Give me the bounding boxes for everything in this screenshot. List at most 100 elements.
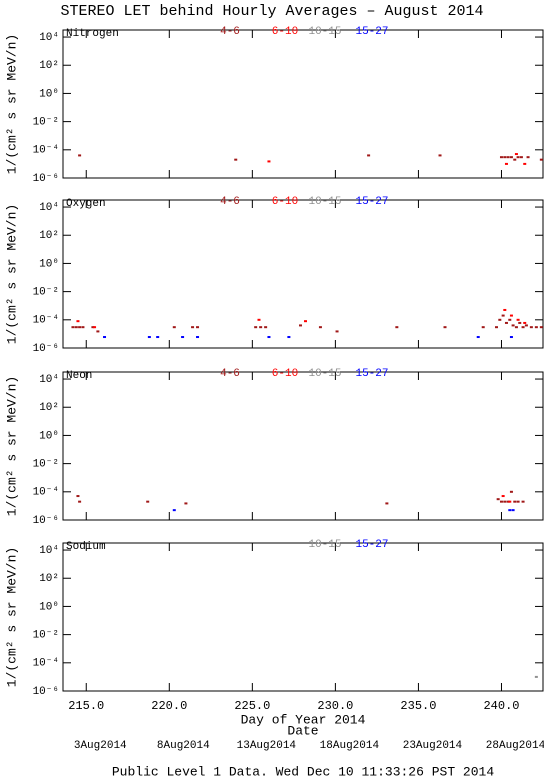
data-point <box>521 326 525 329</box>
data-point <box>514 153 518 156</box>
data-point <box>499 500 503 503</box>
data-point <box>299 324 303 327</box>
data-point <box>521 500 525 503</box>
data-point <box>96 330 100 333</box>
data-point <box>196 326 200 329</box>
data-point <box>503 500 507 503</box>
data-point <box>508 318 512 321</box>
data-point <box>181 336 185 339</box>
data-point <box>367 154 371 157</box>
legend-entry: 15-27 <box>355 196 388 208</box>
x-tick-label: 230.0 <box>317 699 353 713</box>
data-point <box>496 498 500 501</box>
legend-entry: 15-27 <box>355 539 388 551</box>
data-point <box>519 156 523 159</box>
data-point <box>287 336 291 339</box>
date-tick-label: 8Aug2014 <box>157 740 210 752</box>
data-point <box>259 326 263 329</box>
data-point <box>534 675 538 678</box>
y-tick-label: 10⁴ <box>39 374 59 386</box>
y-tick-label: 10⁴ <box>39 32 59 44</box>
data-point <box>504 162 508 165</box>
data-point <box>172 509 176 512</box>
data-point <box>184 502 188 505</box>
data-point <box>335 330 339 333</box>
x-tick-label: 220.0 <box>151 699 187 713</box>
y-tick-label: 10⁻⁴ <box>33 658 59 670</box>
date-tick-label: 18Aug2014 <box>320 740 380 752</box>
data-point <box>78 326 82 329</box>
y-tick-label: 10² <box>39 402 59 414</box>
x-tick-label: 235.0 <box>400 699 436 713</box>
data-point <box>511 509 515 512</box>
legend-entry: 6-10 <box>272 26 298 38</box>
data-point <box>516 500 520 503</box>
data-point <box>264 326 268 329</box>
data-point <box>506 500 510 503</box>
y-tick-label: 10⁰ <box>39 258 59 270</box>
footer: Public Level 1 Data. Wed Dec 10 11:33:26… <box>112 764 494 779</box>
x-tick-label: 215.0 <box>68 699 104 713</box>
data-point <box>156 336 160 339</box>
legend-entry: 15-27 <box>355 26 388 38</box>
legend-entry: 10-15 <box>308 196 341 208</box>
data-point <box>303 320 307 323</box>
y-axis-label: 1/(cm² s sr MeV/n) <box>4 204 19 344</box>
data-point <box>506 156 510 159</box>
data-point <box>494 326 498 329</box>
y-tick-label: 10⁻² <box>33 117 59 129</box>
data-point <box>81 326 85 329</box>
plot-frame <box>62 371 544 521</box>
y-tick-label: 10⁻² <box>33 459 59 471</box>
legend-entry: 6-10 <box>272 368 298 380</box>
data-point <box>395 326 399 329</box>
data-point <box>172 326 176 329</box>
data-point <box>103 336 107 339</box>
legend-entry: 10-15 <box>308 26 341 38</box>
data-point <box>147 336 151 339</box>
data-point <box>529 326 533 329</box>
legend-entry: 15-27 <box>355 368 388 380</box>
data-point <box>539 158 543 161</box>
data-point <box>503 308 507 311</box>
y-tick-label: 10⁻⁴ <box>33 487 59 499</box>
y-axis-label: 1/(cm² s sr MeV/n) <box>4 376 19 516</box>
data-point <box>518 321 522 324</box>
y-tick-label: 10⁰ <box>39 430 59 442</box>
y-tick-label: 10⁰ <box>39 88 59 100</box>
data-point <box>523 162 527 165</box>
panel-title: Nitrogen <box>66 28 119 40</box>
legend-entry: 4-6 <box>220 26 240 38</box>
data-point <box>498 318 502 321</box>
data-point <box>514 326 518 329</box>
data-point <box>539 326 543 329</box>
legend-entry: 4-6 <box>220 196 240 208</box>
data-point <box>76 320 80 323</box>
y-tick-label: 10⁰ <box>39 601 59 613</box>
legend-entry: 6-10 <box>272 196 298 208</box>
data-point <box>508 509 512 512</box>
data-point <box>516 318 520 321</box>
legend-entry: 10-15 <box>308 539 341 551</box>
date-axis-label: Date <box>287 723 318 738</box>
data-point <box>91 326 95 329</box>
y-tick-label: 10⁴ <box>39 545 59 557</box>
y-axis-label: 1/(cm² s sr MeV/n) <box>4 34 19 174</box>
y-tick-label: 10⁻⁶ <box>33 515 59 527</box>
y-tick-label: 10² <box>39 60 59 72</box>
date-tick-label: 23Aug2014 <box>403 740 463 752</box>
x-axis-label: Day of Year 2014 <box>241 712 366 727</box>
data-point <box>501 495 505 498</box>
data-point <box>509 490 513 493</box>
data-point <box>476 336 480 339</box>
data-point <box>511 324 515 327</box>
data-point <box>499 156 503 159</box>
data-point <box>501 314 505 317</box>
data-point <box>267 160 271 163</box>
y-tick-label: 10² <box>39 573 59 585</box>
data-point <box>481 326 485 329</box>
x-tick-label: 225.0 <box>234 699 270 713</box>
x-tick-label: 240.0 <box>483 699 519 713</box>
data-point <box>443 326 447 329</box>
y-tick-label: 10⁻⁴ <box>33 145 59 157</box>
